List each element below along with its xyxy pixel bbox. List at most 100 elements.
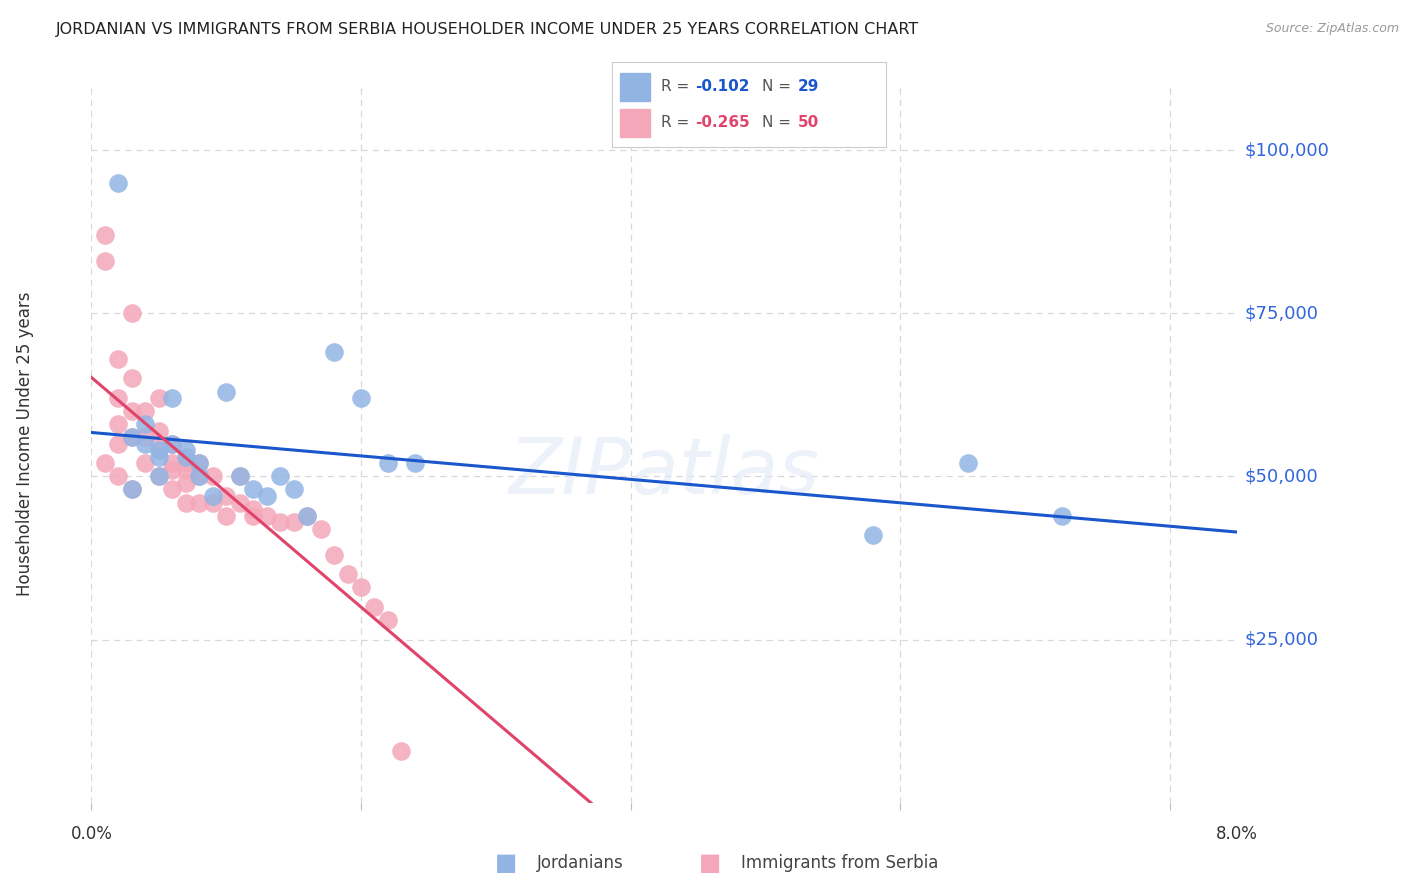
Text: $75,000: $75,000 [1244, 304, 1319, 322]
Text: Householder Income Under 25 years: Householder Income Under 25 years [17, 292, 34, 596]
Point [134, 404, 156, 418]
Text: ■: ■ [699, 852, 721, 875]
Point [201, 489, 224, 503]
Point [174, 450, 197, 464]
Point [174, 463, 197, 477]
Point [107, 351, 129, 366]
Text: N =: N = [762, 79, 796, 95]
Point [377, 456, 399, 470]
Point [134, 456, 156, 470]
Point [862, 528, 884, 542]
Point [121, 430, 143, 444]
Point [201, 469, 224, 483]
Point [107, 417, 129, 432]
Point [148, 391, 170, 405]
Point [215, 489, 238, 503]
Point [242, 483, 264, 497]
Point [148, 469, 170, 483]
Point [323, 548, 346, 562]
Text: $25,000: $25,000 [1244, 631, 1319, 648]
Point [309, 522, 332, 536]
Point [215, 508, 238, 523]
Point [377, 613, 399, 627]
Text: $100,000: $100,000 [1244, 141, 1329, 159]
Point [242, 508, 264, 523]
Text: $50,000: $50,000 [1244, 467, 1317, 485]
Point [188, 495, 211, 509]
Point [404, 456, 426, 470]
Point [162, 456, 184, 470]
Text: N =: N = [762, 115, 796, 130]
Point [269, 469, 291, 483]
Text: -0.265: -0.265 [695, 115, 749, 130]
Text: R =: R = [661, 79, 695, 95]
Text: ■: ■ [495, 852, 517, 875]
Point [107, 469, 129, 483]
Point [174, 495, 197, 509]
Point [391, 743, 413, 757]
Point [94, 254, 117, 268]
Point [336, 567, 359, 582]
Point [134, 417, 156, 432]
Text: JORDANIAN VS IMMIGRANTS FROM SERBIA HOUSEHOLDER INCOME UNDER 25 YEARS CORRELATIO: JORDANIAN VS IMMIGRANTS FROM SERBIA HOUS… [56, 22, 920, 37]
Point [134, 430, 156, 444]
Point [228, 469, 250, 483]
Point [94, 227, 117, 242]
Point [162, 437, 184, 451]
Point [121, 430, 143, 444]
Text: -0.102: -0.102 [695, 79, 749, 95]
Text: 8.0%: 8.0% [1216, 825, 1258, 843]
Text: Immigrants from Serbia: Immigrants from Serbia [741, 855, 938, 872]
Point [162, 391, 184, 405]
Point [148, 437, 170, 451]
Point [148, 424, 170, 438]
Point [121, 371, 143, 385]
Point [283, 515, 305, 529]
Text: Jordanians: Jordanians [537, 855, 624, 872]
Point [295, 508, 318, 523]
Point [107, 437, 129, 451]
Text: 29: 29 [799, 79, 820, 95]
Point [121, 483, 143, 497]
Point [121, 404, 143, 418]
Point [121, 483, 143, 497]
Point [323, 345, 346, 359]
Point [215, 384, 238, 399]
Point [148, 450, 170, 464]
Point [162, 463, 184, 477]
Point [283, 483, 305, 497]
Point [242, 502, 264, 516]
Point [228, 469, 250, 483]
Point [188, 469, 211, 483]
Point [174, 456, 197, 470]
Point [107, 176, 129, 190]
Point [174, 475, 197, 490]
Text: 50: 50 [799, 115, 820, 130]
Point [94, 456, 117, 470]
Point [228, 495, 250, 509]
Point [295, 508, 318, 523]
Text: ZIPatlas: ZIPatlas [509, 434, 820, 510]
Bar [620, 73, 650, 101]
Text: R =: R = [661, 115, 695, 130]
Text: Source: ZipAtlas.com: Source: ZipAtlas.com [1265, 22, 1399, 36]
Bar [620, 109, 650, 136]
Point [201, 495, 224, 509]
Point [363, 599, 385, 614]
Point [121, 306, 143, 320]
Text: 0.0%: 0.0% [70, 825, 112, 843]
Point [148, 469, 170, 483]
Point [148, 443, 170, 458]
Point [1050, 508, 1073, 523]
Point [188, 469, 211, 483]
Point [188, 456, 211, 470]
Point [188, 456, 211, 470]
Point [956, 456, 979, 470]
Point [107, 391, 129, 405]
Point [162, 437, 184, 451]
Point [269, 515, 291, 529]
Point [350, 391, 373, 405]
Point [256, 489, 278, 503]
Point [256, 508, 278, 523]
Point [134, 437, 156, 451]
